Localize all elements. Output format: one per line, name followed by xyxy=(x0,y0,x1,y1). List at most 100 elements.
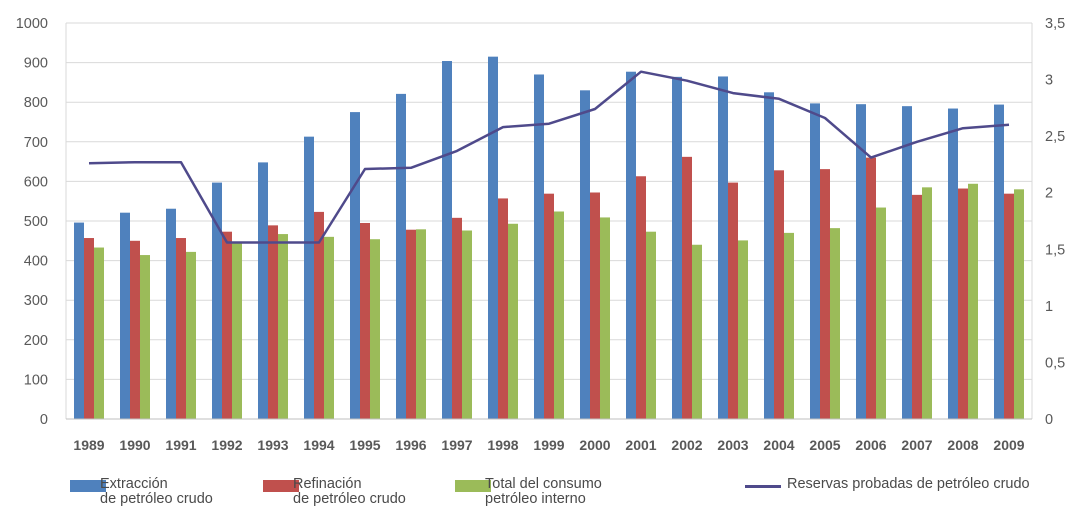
x-tick-label: 1990 xyxy=(119,437,150,453)
bar xyxy=(718,76,728,420)
bar xyxy=(774,170,784,419)
bar xyxy=(212,182,222,419)
legend-swatch-refining xyxy=(263,480,299,492)
bar xyxy=(74,222,84,419)
legend-item-reserves: Reservas probadas de petróleo crudo xyxy=(745,477,1045,513)
y-left-tick-label: 900 xyxy=(24,56,48,72)
legend-item-consumption: Total del consumo petróleo interno xyxy=(455,477,655,513)
bar xyxy=(186,251,196,419)
bar xyxy=(958,188,968,419)
y-left-tick-label: 200 xyxy=(24,333,48,349)
y-left-tick-label: 700 xyxy=(24,135,48,151)
x-tick-label: 2002 xyxy=(671,437,702,453)
bar xyxy=(994,104,1004,420)
y-right-tick-label: 0 xyxy=(1045,412,1053,428)
reserves-line-layer xyxy=(88,70,1010,244)
y-right-tick-label: 1 xyxy=(1045,299,1053,315)
bar xyxy=(84,238,94,419)
bar xyxy=(784,232,794,419)
legend-label-refining: Refinación de petróleo crudo xyxy=(293,476,406,507)
bar xyxy=(360,222,370,419)
bar xyxy=(130,240,140,419)
bar xyxy=(856,104,866,420)
x-tick-label: 1996 xyxy=(395,437,426,453)
bar xyxy=(324,236,334,419)
bar xyxy=(738,240,748,419)
bar xyxy=(232,242,242,419)
bar xyxy=(406,229,416,419)
legend-swatch-extraction xyxy=(70,480,106,492)
x-tick-label: 2007 xyxy=(901,437,932,453)
bar xyxy=(968,183,978,419)
y-left-tick-label: 300 xyxy=(24,293,48,309)
bar xyxy=(902,106,912,419)
y-right-tick-label: 0,5 xyxy=(1045,355,1065,371)
x-tick-label: 1994 xyxy=(303,437,334,453)
bar xyxy=(416,229,426,419)
bar xyxy=(278,234,288,419)
y-left-tick-label: 100 xyxy=(24,372,48,388)
bar xyxy=(166,208,176,419)
x-tick-label: 2009 xyxy=(993,437,1024,453)
x-tick-label: 1998 xyxy=(487,437,518,453)
bar xyxy=(140,255,150,419)
y-left-tick-label: 600 xyxy=(24,174,48,190)
y-left-tick-label: 0 xyxy=(40,412,48,428)
reserves-line xyxy=(88,70,1010,244)
bar xyxy=(488,56,498,419)
x-tick-label: 2004 xyxy=(763,437,794,453)
bar xyxy=(498,198,508,419)
bar xyxy=(544,193,554,419)
y-right-tick-label: 2,5 xyxy=(1045,129,1065,145)
legend-label-consumption: Total del consumo petróleo interno xyxy=(485,476,602,507)
bar xyxy=(94,247,104,419)
bar xyxy=(120,212,130,419)
y-left-tick-label: 800 xyxy=(24,95,48,111)
bar xyxy=(462,230,472,419)
x-tick-label: 1992 xyxy=(211,437,242,453)
bar xyxy=(948,108,958,419)
bar xyxy=(590,192,600,419)
x-tick-label: 1991 xyxy=(165,437,196,453)
bar xyxy=(452,217,462,419)
x-tick-label: 2003 xyxy=(717,437,748,453)
y-right-tick-label: 3,5 xyxy=(1045,16,1065,32)
x-tick-label: 2008 xyxy=(947,437,978,453)
bar xyxy=(820,169,830,419)
x-tick-label: 1999 xyxy=(533,437,564,453)
bar xyxy=(626,71,636,419)
x-tick-label: 1993 xyxy=(257,437,288,453)
bar xyxy=(580,90,590,419)
x-tick-label: 1997 xyxy=(441,437,472,453)
bar xyxy=(176,238,186,419)
bar xyxy=(1014,189,1024,419)
bar xyxy=(672,76,682,419)
bar xyxy=(728,182,738,419)
x-tick-label: 1989 xyxy=(73,437,104,453)
bar xyxy=(442,61,452,420)
bars xyxy=(74,56,1024,420)
x-tick-label: 2005 xyxy=(809,437,840,453)
legend-label-extraction: Extracción de petróleo crudo xyxy=(100,476,213,507)
bar xyxy=(600,217,610,419)
bar xyxy=(350,112,360,419)
legend-label-reserves: Reservas probadas de petróleo crudo xyxy=(787,476,1030,492)
legend-swatch-consumption xyxy=(455,480,491,492)
bar xyxy=(222,231,232,419)
bar xyxy=(258,162,268,419)
y-right-tick-label: 1,5 xyxy=(1045,242,1065,258)
bar xyxy=(508,223,518,419)
bar xyxy=(876,207,886,419)
y-left-tick-label: 1000 xyxy=(16,16,48,32)
axes: 0 100 200 300 400 500 600 700 800 900 1000 0 0,5 1 1,5… xyxy=(16,16,1065,453)
x-tick-label: 2006 xyxy=(855,437,886,453)
x-tick-label: 1995 xyxy=(349,437,380,453)
y-right-tick-label: 2 xyxy=(1045,186,1053,202)
legend-item-extraction: Extracción de petróleo crudo xyxy=(70,477,260,513)
bar xyxy=(554,211,564,419)
legend-swatch-reserves xyxy=(745,485,781,488)
bar xyxy=(912,194,922,419)
bar xyxy=(922,187,932,419)
bar xyxy=(304,136,314,420)
